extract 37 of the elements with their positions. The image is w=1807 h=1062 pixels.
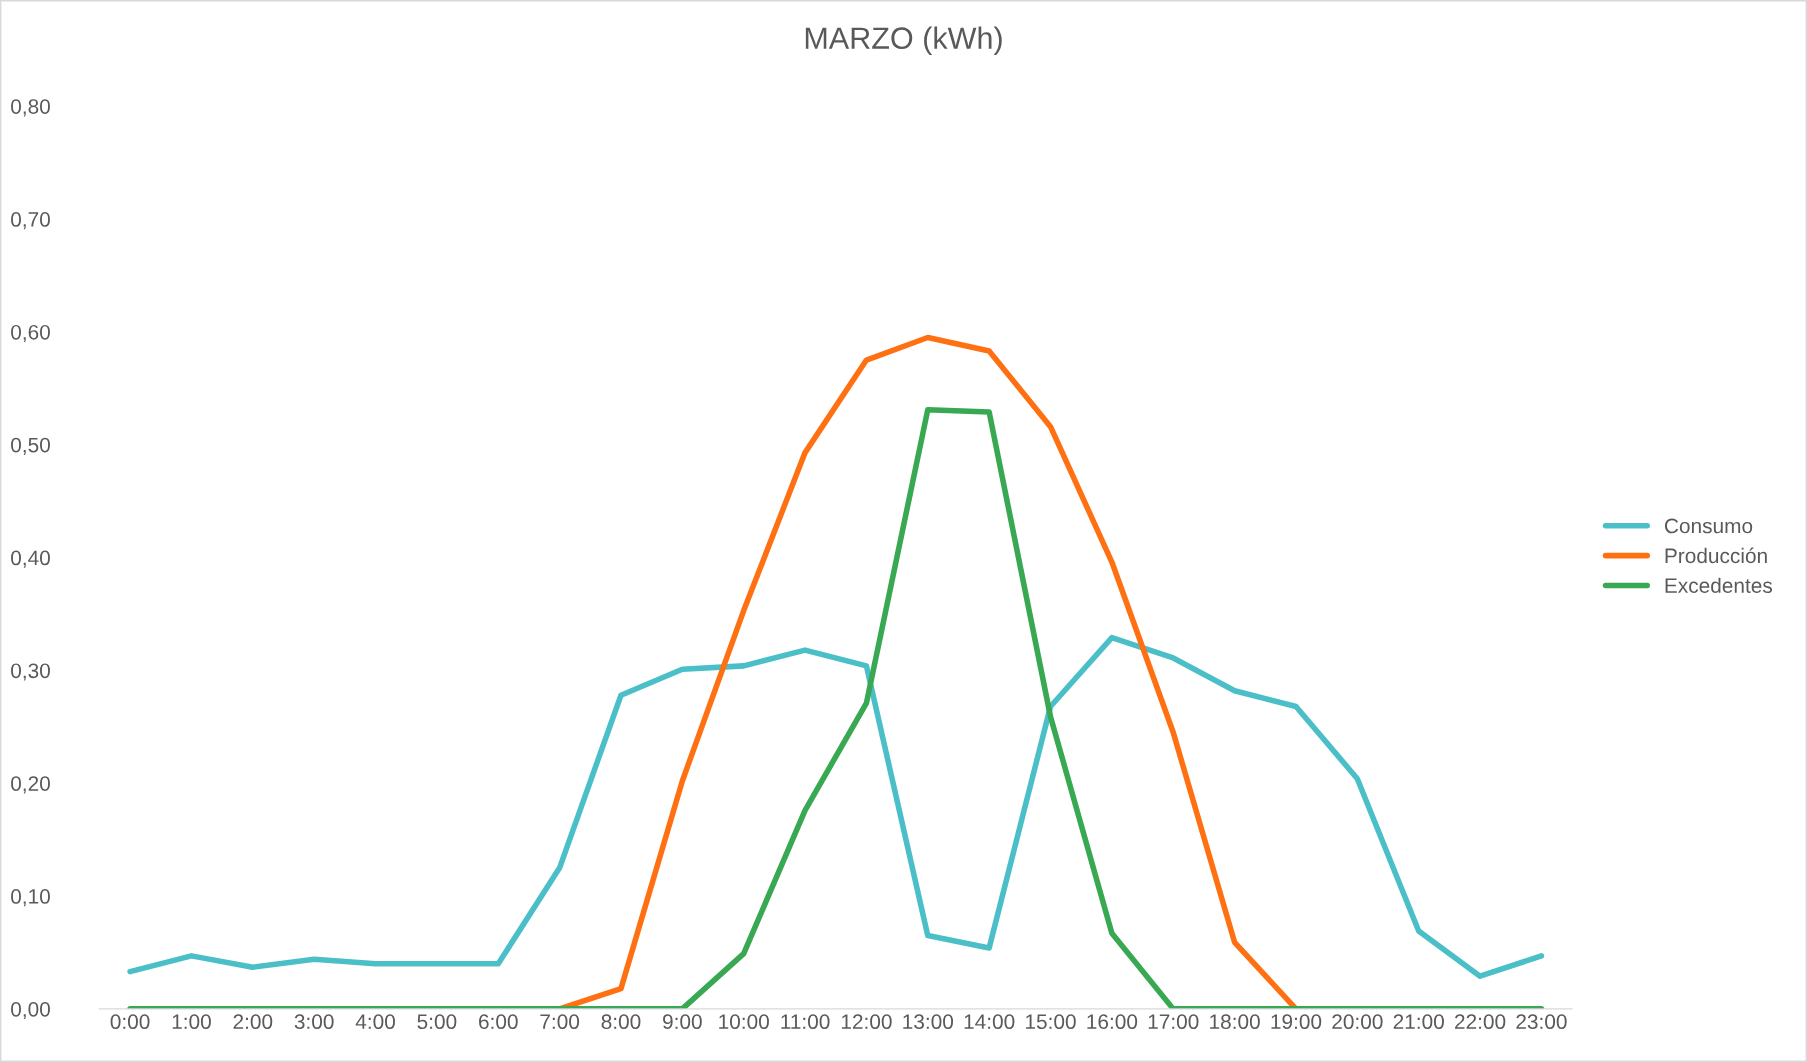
y-tick-label: 0,20: [11, 776, 50, 794]
x-tick-label: 12:00: [841, 1014, 892, 1030]
x-tick-label: 9:00: [663, 1014, 702, 1030]
x-tick-label: 15:00: [1026, 1014, 1076, 1030]
x-tick-label: 4:00: [355, 1014, 395, 1030]
x-tick-label: 19:00: [1271, 1014, 1322, 1030]
legend-label: Excedentes: [1665, 577, 1773, 593]
x-tick-label: 17:00: [1148, 1014, 1199, 1030]
x-tick-label: 13:00: [903, 1014, 954, 1030]
y-tick-label: 0,80: [11, 99, 50, 117]
x-tick-label: 21:00: [1393, 1014, 1444, 1030]
y-tick-label: 0,70: [11, 212, 50, 230]
x-tick-label: 1:00: [172, 1014, 211, 1030]
x-tick-label: 20:00: [1332, 1014, 1383, 1030]
x-tick-label: 0:00: [110, 1014, 150, 1030]
x-tick-label: 22:00: [1455, 1014, 1506, 1030]
x-tick-label: 23:00: [1516, 1014, 1567, 1030]
y-tick-label: 0,60: [11, 324, 50, 343]
x-tick-label: 10:00: [719, 1014, 769, 1030]
x-tick-label: 14:00: [964, 1014, 1015, 1030]
x-tick-label: 5:00: [417, 1014, 457, 1030]
y-tick-label: 0,50: [11, 437, 50, 455]
x-tick-label: 6:00: [479, 1014, 518, 1030]
y-tick-label: 0,30: [11, 663, 50, 681]
y-tick-label: 0,00: [11, 1001, 50, 1020]
chart-title: MARZO (kWh): [805, 26, 1002, 56]
legend-label: Consumo: [1664, 518, 1753, 534]
x-tick-label: 7:00: [540, 1014, 580, 1030]
x-tick-label: 16:00: [1087, 1014, 1138, 1030]
legend-label: Producción: [1665, 547, 1767, 564]
x-tick-label: 3:00: [294, 1014, 334, 1030]
y-tick-label: 0,10: [11, 889, 50, 907]
y-tick-label: 0,40: [11, 550, 50, 568]
x-tick-label: 2:00: [233, 1014, 273, 1030]
x-tick-label: 18:00: [1210, 1014, 1260, 1030]
x-tick-label: 11:00: [781, 1014, 830, 1030]
x-tick-label: 8:00: [601, 1014, 641, 1030]
